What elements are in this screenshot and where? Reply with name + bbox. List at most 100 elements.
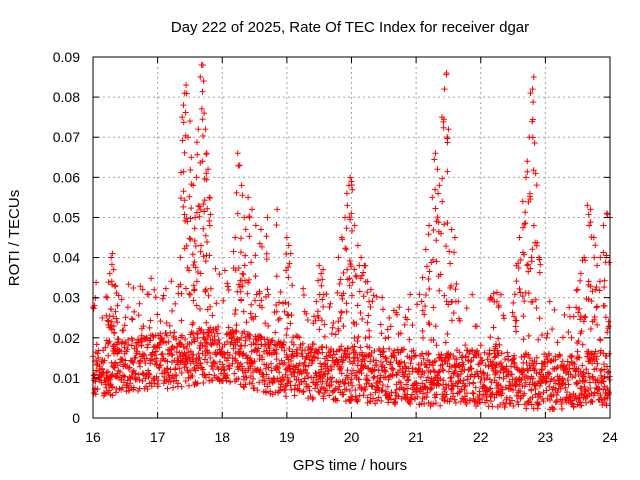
data-point [252,313,259,320]
data-point [588,398,595,405]
data-point [529,86,536,93]
data-point [352,386,359,393]
data-point [370,292,377,299]
data-point [290,353,297,360]
data-point [343,300,350,307]
data-point [336,367,343,374]
data-point [364,343,371,350]
data-point [494,347,501,354]
data-point [367,358,374,365]
data-point [155,377,162,384]
data-point [354,396,361,403]
data-point [601,361,608,368]
data-point [136,376,143,383]
data-point [511,313,518,320]
data-point [592,348,599,355]
data-point [252,252,259,259]
data-point [579,341,586,348]
data-point [559,375,566,382]
data-point [472,371,479,378]
data-point [203,151,210,158]
data-point [536,256,543,263]
data-point [446,398,453,405]
data-point [212,265,219,272]
data-point [522,209,529,216]
data-point [281,347,288,354]
data-point [389,365,396,372]
data-point [439,198,446,205]
data-point [522,174,529,181]
data-point [356,262,363,269]
data-point [189,373,196,380]
data-point [187,215,194,222]
data-point [539,331,546,338]
data-point [537,261,544,268]
data-point [433,391,440,398]
data-point [150,344,157,351]
data-point [268,367,275,374]
data-point [128,315,135,322]
data-point [355,333,362,340]
data-point [200,253,207,260]
data-point [592,242,599,249]
data-point [456,317,463,324]
data-point [183,82,190,89]
data-point [248,301,255,308]
data-point [171,345,178,352]
data-point [170,384,177,391]
data-point [111,283,118,290]
data-point [223,377,230,384]
data-point [108,306,115,313]
data-point [460,361,467,368]
data-point [528,401,535,408]
data-point [422,246,429,253]
data-point [461,383,468,390]
data-point [288,339,295,346]
data-point [262,365,269,372]
data-point [354,338,361,345]
data-point [163,378,170,385]
data-point [347,398,354,405]
data-point [121,322,128,329]
data-point [454,372,461,379]
data-point [292,382,299,389]
data-point [324,376,331,383]
data-point [466,397,473,404]
data-point [597,337,604,344]
data-point [236,283,243,290]
data-point [386,345,393,352]
data-point [220,297,227,304]
data-point [570,313,577,320]
data-point [463,305,470,312]
data-point [593,353,600,360]
data-point [181,211,188,218]
data-point [315,350,322,357]
data-point [283,332,290,339]
data-point [441,86,448,93]
data-point [240,308,247,315]
data-point [495,335,502,342]
data-point [582,257,589,264]
data-point [203,170,210,177]
data-point [171,373,178,380]
data-point [379,294,386,301]
data-point [588,298,595,305]
data-point [338,309,345,316]
data-point [387,323,394,330]
data-point [367,303,374,310]
data-point [522,379,529,386]
y-tick-label: 0.01 [53,370,80,386]
data-point [138,338,145,345]
data-point [328,379,335,386]
data-point [546,298,553,305]
data-point [337,314,344,321]
data-point [178,290,185,297]
data-point [180,119,187,126]
data-point [422,303,429,310]
data-point [584,202,591,209]
data-point [205,166,212,173]
data-point [354,302,361,309]
data-point [564,376,571,383]
data-point [110,363,117,370]
data-point [274,375,281,382]
